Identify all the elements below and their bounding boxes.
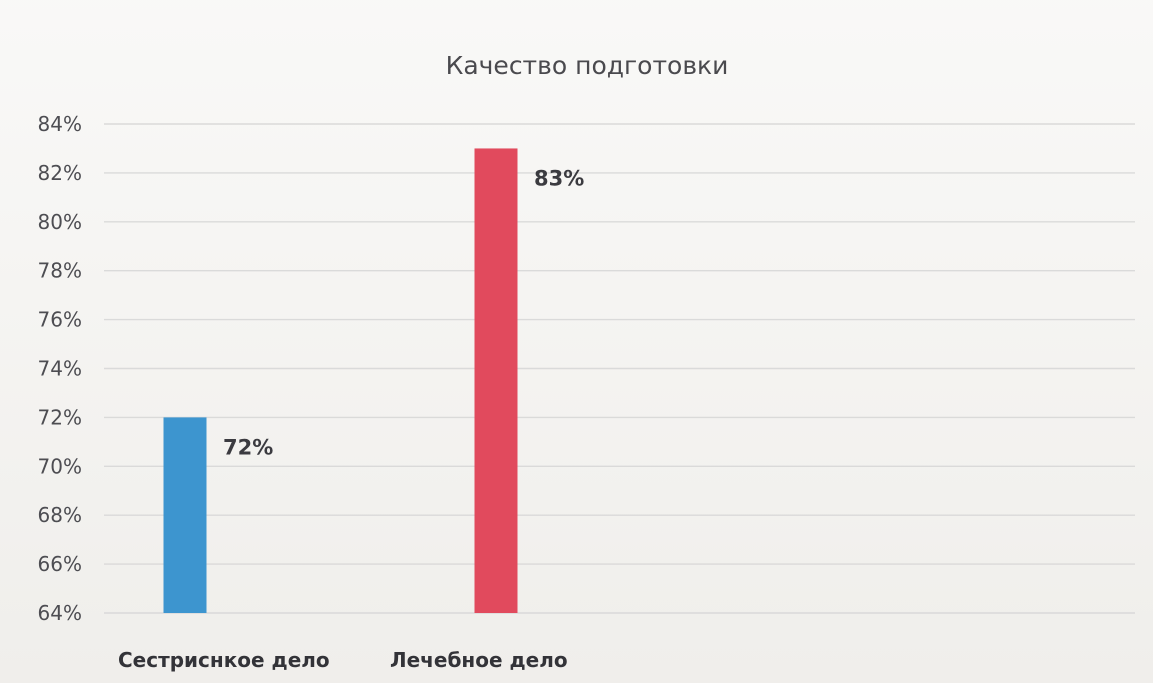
category-label: Сестриснкое дело	[118, 648, 330, 672]
y-tick-label: 82%	[38, 161, 82, 185]
data-labels: 72% 83%	[223, 166, 584, 459]
y-tick-label: 66%	[38, 552, 82, 576]
bars	[163, 148, 518, 613]
y-tick-label: 68%	[38, 503, 82, 527]
category-labels: Сестриснкое дело Лечебное дело	[118, 648, 568, 672]
y-tick-label: 74%	[38, 357, 82, 381]
y-tick-label: 78%	[38, 259, 82, 283]
category-label: Лечебное дело	[390, 648, 568, 672]
y-tick-label: 84%	[38, 112, 82, 136]
data-label: 83%	[534, 166, 584, 190]
y-tick-label: 64%	[38, 601, 82, 625]
gridlines	[104, 123, 1135, 614]
y-tick-label: 70%	[38, 454, 82, 478]
y-axis-labels: 84% 82% 80% 78% 76% 74% 72% 70% 68% 66% 64%	[38, 112, 82, 625]
y-tick-label: 76%	[38, 308, 82, 332]
y-tick-label: 80%	[38, 210, 82, 234]
bar-lechebnoe-delo	[474, 148, 518, 613]
data-label: 72%	[223, 435, 273, 459]
bar-sestrinskoe-delo	[163, 417, 207, 613]
y-tick-label: 72%	[38, 405, 82, 429]
chart-title: Качество подготовки	[446, 51, 729, 80]
